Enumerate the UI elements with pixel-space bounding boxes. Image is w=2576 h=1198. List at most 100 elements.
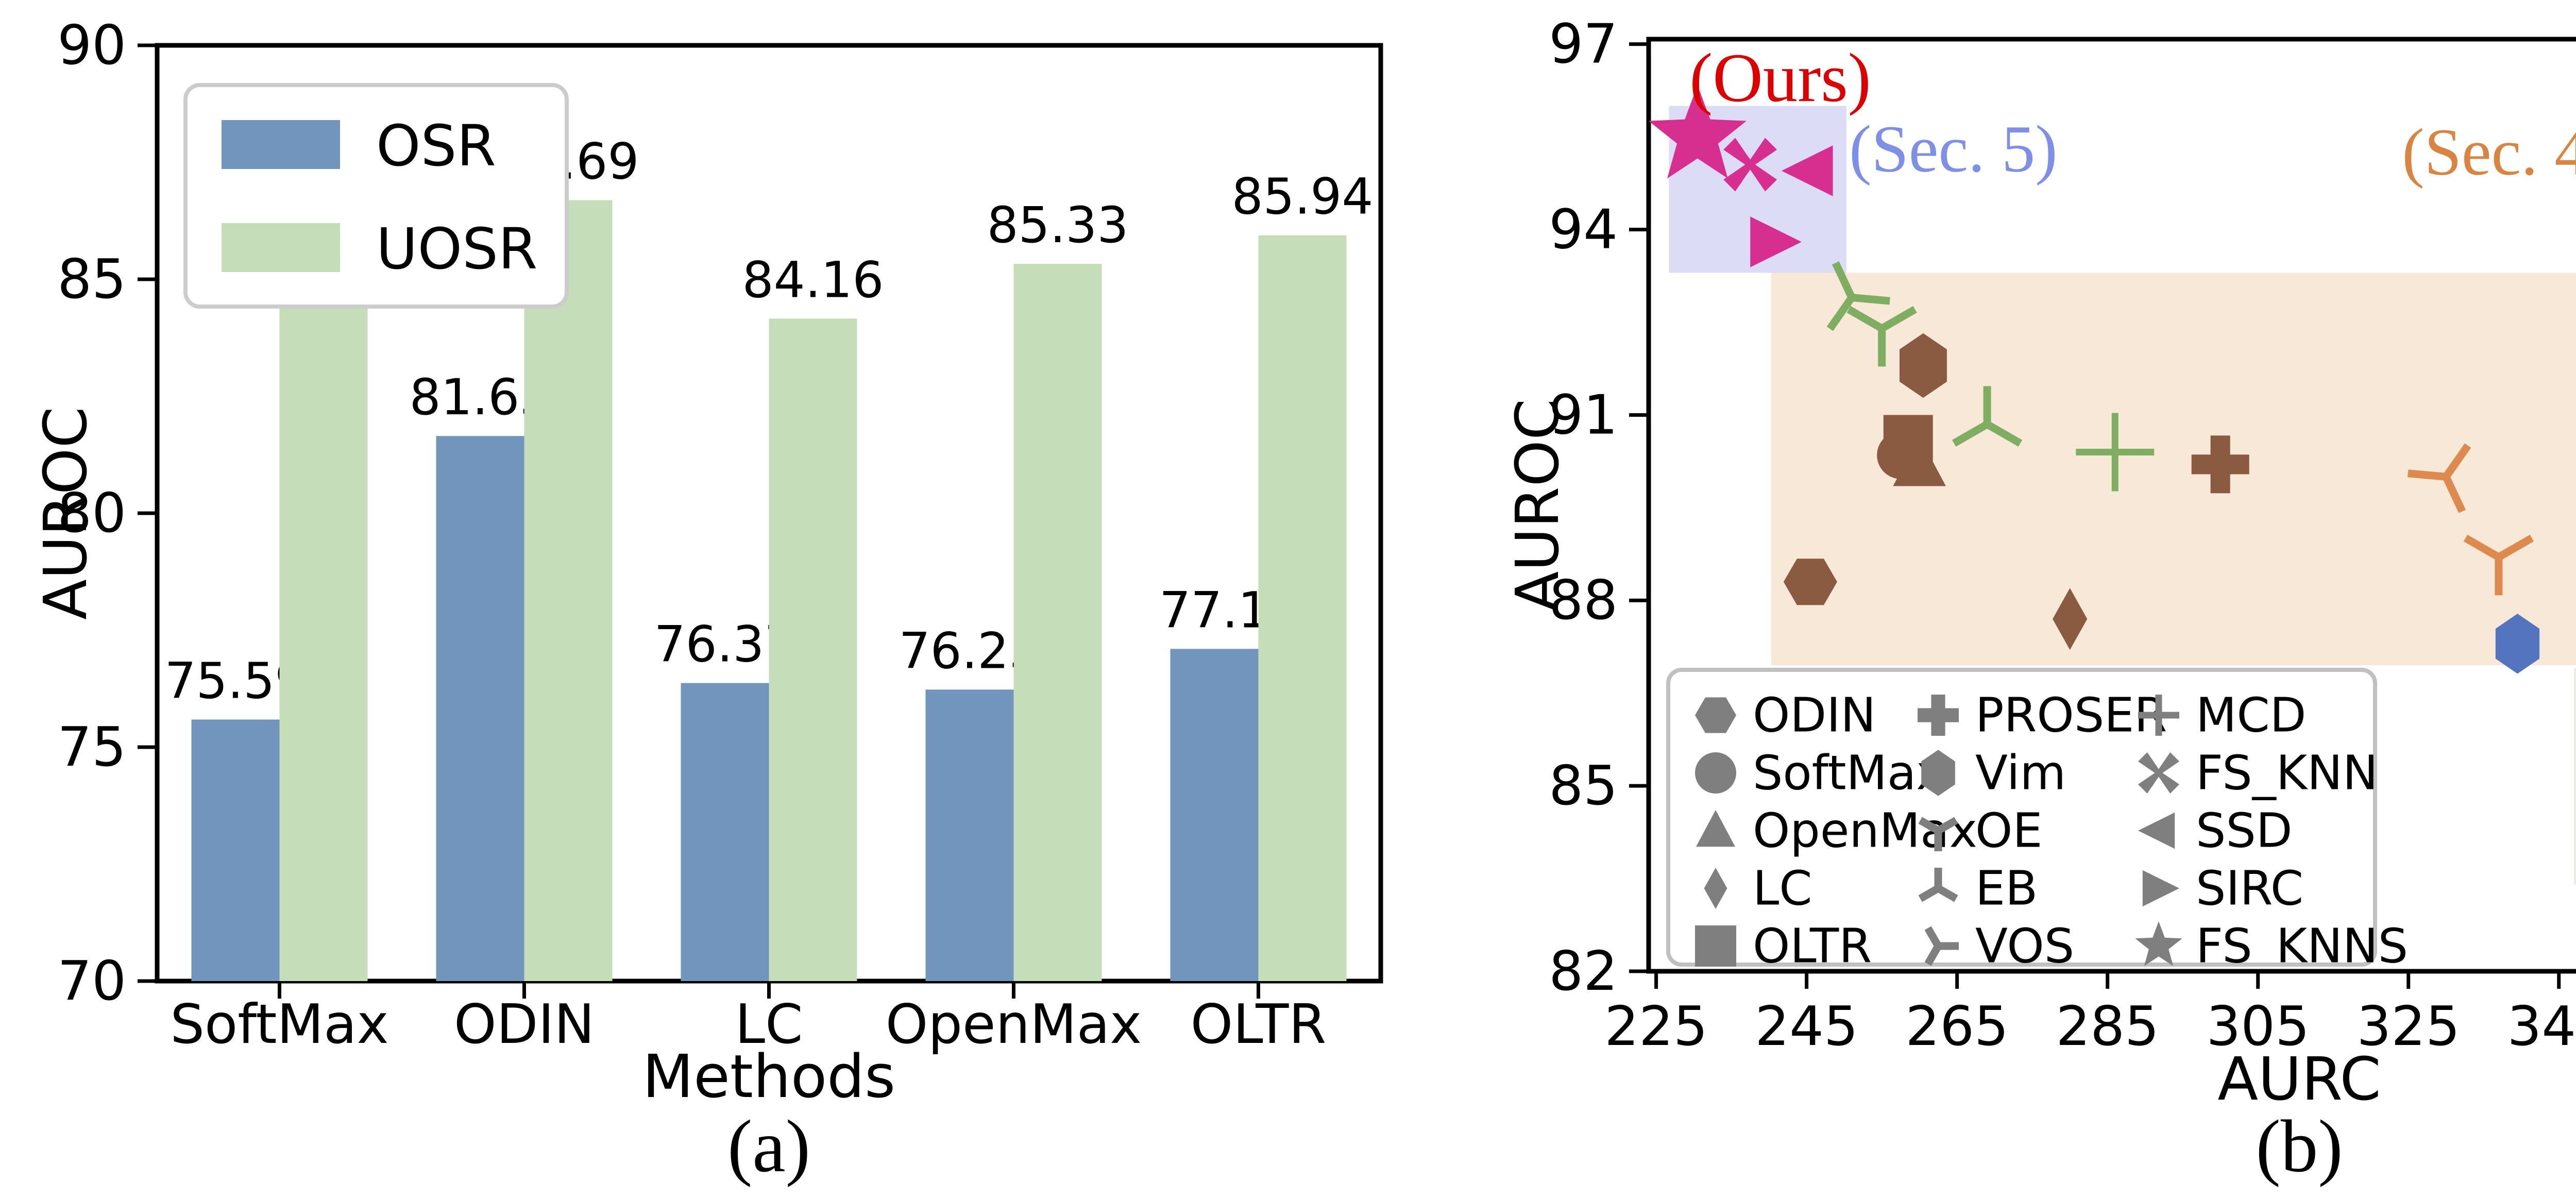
bar-OSR-SoftMax: [191, 719, 280, 981]
point-TS-Vim: [2495, 614, 2540, 674]
marker-legend-glyph-VOS: [1924, 926, 1942, 948]
point-TP-PROSER: [2191, 435, 2249, 494]
panel-a-ytick-label: 85: [57, 248, 126, 311]
bar-value-UOSR-OLTR: 85.94: [1232, 168, 1374, 226]
panel-b-xtick-label: 265: [1905, 995, 2008, 1058]
marker-legend-label-OE: OE: [1975, 803, 2043, 858]
marker-legend-glyph-SSD: [2138, 812, 2175, 849]
panel-b-ytick-label: 97: [1549, 13, 1618, 76]
point-TP-w-FS-FS_KNN: [1723, 138, 1777, 192]
marker-legend-glyph-SIRC: [2142, 870, 2179, 907]
marker-legend-glyph-OLTR: [1695, 925, 1736, 967]
marker-legend-glyph-SSD: [2138, 812, 2175, 849]
point-TS-w-OE-OE: [2497, 534, 2534, 561]
marker-legend-glyph-EB: [1936, 885, 1958, 902]
marker-legend-glyph-OE: [1918, 817, 1958, 851]
point-TP-PROSER: [2191, 435, 2249, 494]
point-TP-LC: [2053, 588, 2088, 650]
bar-value-UOSR-OpenMax: 85.33: [987, 196, 1129, 254]
marker-legend-glyph-OE: [1918, 817, 1940, 834]
bar-UOSR-OLTR: [1258, 235, 1347, 982]
annotation-Sec5: (Sec. 5): [1849, 112, 2057, 187]
point-TP-w-OE-EB: [1952, 386, 2023, 447]
marker-legend-glyph-OE: [1936, 817, 1958, 834]
panel-a-bar-chart: 7075808590SoftMax75.5984.9ODIN81.6586.69…: [31, 14, 1383, 1188]
panel-a-ytick-label: 90: [57, 14, 126, 77]
bar-UOSR-ODIN: [524, 200, 613, 982]
marker-legend-glyph-EB: [1918, 868, 1958, 902]
point-TP-Vim: [1900, 333, 1947, 398]
marker-legend-glyph-SoftMax: [1695, 752, 1736, 794]
panel-a-ytick-label: 75: [57, 716, 126, 779]
point-TP-Vim: [1900, 333, 1947, 398]
point-TP-w-OE-EB: [1985, 420, 2023, 447]
marker-legend-label-VOS: VOS: [1975, 919, 2074, 974]
panel-a-category-label: SoftMax: [170, 993, 388, 1056]
panel-b-ytick-label: 88: [1549, 569, 1618, 632]
bar-OSR-OpenMax: [925, 689, 1014, 981]
panel-b-xtick-label: 325: [2357, 995, 2460, 1058]
point-TP-OpenMax: [1893, 436, 1946, 486]
marker-legend-label-OLTR: OLTR: [1753, 919, 1872, 974]
annotation-Sec4: (Sec. 4): [2402, 115, 2576, 190]
point-TP-ODIN: [1783, 559, 1837, 605]
marker-legend-glyph-VOS: [1924, 944, 1942, 966]
panel-a-category-label: ODIN: [454, 993, 595, 1056]
panel-b-ytick-label: 91: [1549, 383, 1618, 446]
panel-b-ytick-label: 94: [1549, 198, 1618, 261]
sec3-region: [2573, 668, 2576, 885]
panel-a-category-label: OpenMax: [886, 993, 1142, 1056]
marker-legend-glyph-LC: [1704, 868, 1727, 909]
marker-legend-glyph-PROSER: [1918, 695, 1959, 736]
point-TP-w-FS-SSD: [1781, 145, 1833, 196]
panel-a-ytick-label: 70: [57, 950, 126, 1013]
marker-legend-glyph-OpenMax: [1696, 810, 1735, 847]
legend-swatch-OSR: [222, 120, 340, 169]
marker-legend-label-EB: EB: [1975, 861, 2038, 916]
panel-b-caption: (b): [2256, 1105, 2343, 1188]
marker-legend-label-SoftMax: SoftMax: [1753, 746, 1944, 801]
panel-a-ylabel: AUROC: [31, 407, 100, 620]
marker-legend-glyph-ODIN: [1695, 697, 1736, 733]
point-TP-w-OE-OE: [1846, 306, 1917, 367]
point-TS-w-OE-OE: [2463, 534, 2501, 561]
panel-b-ytick-label: 85: [1549, 754, 1618, 817]
bar-OSR-OLTR: [1170, 649, 1259, 981]
marker-legend-glyph-PROSER: [1918, 695, 1959, 736]
marker-legend-glyph-FS_KNN: [2138, 752, 2179, 794]
point-TP-w-OE-OE: [1846, 306, 1884, 332]
panel-b-xtick-label: 285: [2056, 995, 2159, 1058]
marker-legend-glyph-LC: [1704, 868, 1727, 909]
marker-legend-label-LC: LC: [1753, 861, 1812, 916]
panel-b-scatter-chart: 828588919497225245265285305325345365385(…: [1503, 13, 2576, 1188]
panel-a-xlabel: Methods: [642, 1042, 895, 1111]
marker-legend-glyph-FS_KNNS: [2135, 921, 2182, 966]
annotation-Ours: (Ours): [1689, 40, 1871, 116]
point-TS-w-OE-VOS: [2408, 469, 2447, 481]
point-TP-w-OE-MCD: [2076, 413, 2155, 492]
bar-UOSR-LC: [769, 318, 857, 981]
marker-legend-glyph-Vim: [1921, 750, 1955, 796]
panel-b-marker-legend: ODINSoftMaxOpenMaxLCOLTRPROSERVimOEEBVOS…: [1666, 668, 2408, 974]
panel-a-caption: (a): [727, 1105, 810, 1188]
point-TS-w-OE-VOS: [2408, 443, 2471, 513]
marker-legend-box: [1666, 668, 2377, 967]
marker-legend-glyph-SIRC: [2142, 870, 2179, 907]
point-TS-w-OE-OE: [2463, 534, 2534, 596]
panel-a-category-label: OLTR: [1191, 993, 1327, 1056]
point-TP-w-FS-SSD: [1781, 145, 1833, 196]
bar-value-OSR-OLTR: 77.1: [1159, 581, 1269, 639]
marker-legend-glyph-SoftMax: [1695, 752, 1736, 794]
legend-swatch-UOSR: [222, 223, 340, 272]
marker-legend-label-FS_KNN: FS_KNN: [2196, 746, 2378, 801]
point-TP-LC: [2053, 588, 2088, 650]
marker-legend-label-SSD: SSD: [2196, 803, 2293, 858]
marker-legend-glyph-EB: [1918, 885, 1940, 902]
panel-b-ytick-label: 82: [1549, 940, 1618, 1003]
marker-legend-label-SIRC: SIRC: [2196, 861, 2303, 916]
point-TP-w-OE-VOS: [1851, 293, 1890, 305]
marker-legend-glyph-ODIN: [1695, 697, 1736, 733]
point-TP-w-OE-VOS: [1832, 261, 1856, 299]
marker-legend-glyph-FS_KNNS: [2135, 921, 2182, 966]
